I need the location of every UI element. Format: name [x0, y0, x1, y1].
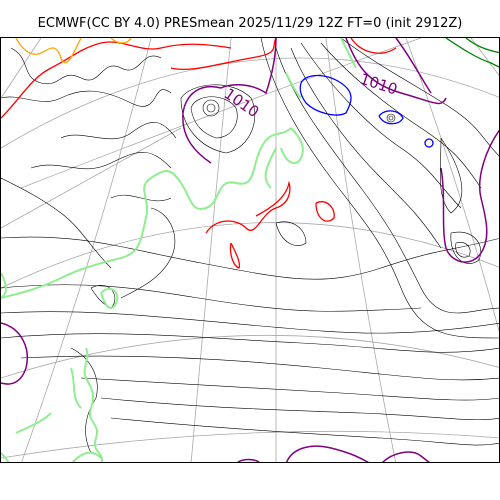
isobar-990 — [445, 38, 499, 68]
isobar-1020 — [1, 38, 397, 269]
isobar-1000 — [299, 74, 434, 148]
pressure-map: 1010 1010 — [0, 37, 500, 463]
coastlines — [1, 38, 357, 462]
isobars-thin — [1, 38, 499, 454]
isobar-1025 — [15, 38, 132, 64]
contour-label-1010-a: 1010 — [221, 85, 263, 122]
isobar-1010 — [1, 38, 499, 462]
graticule — [1, 38, 499, 462]
contour-label-1010-b: 1010 — [358, 70, 400, 99]
map-title: ECMWF(CC BY 4.0) PRESmean 2025/11/29 12Z… — [37, 16, 463, 31]
